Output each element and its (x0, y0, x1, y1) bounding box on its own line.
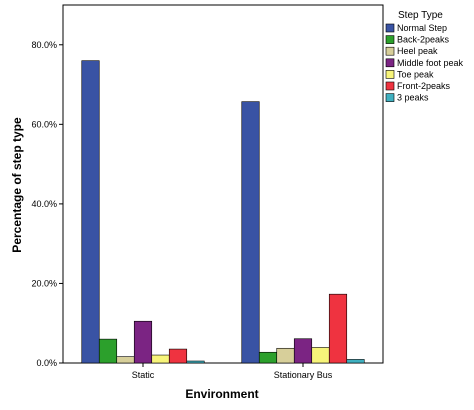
y-tick-label: 40.0% (31, 199, 57, 209)
legend-swatch (385, 23, 395, 33)
legend-label: Back-2peaks (397, 35, 450, 45)
legend-swatch (385, 58, 395, 68)
bar-front-2peaks-0 (168, 348, 188, 364)
legend-label: Normal Step (397, 23, 447, 33)
legend-swatch (385, 35, 395, 44)
legend-swatch (385, 70, 395, 79)
legend-label: Heel peak (397, 46, 438, 56)
bar-normal-step-1 (241, 101, 260, 364)
legend-swatch (385, 81, 395, 91)
legend-label: 3 peaks (397, 93, 429, 103)
legend-label: Middle foot peak (397, 58, 464, 68)
bar-heel-peak-1 (276, 347, 295, 364)
bar-3-peaks-0 (186, 360, 205, 364)
bar-front-2peaks-1 (328, 293, 348, 364)
bar-3-peaks-1 (346, 359, 365, 364)
bar-toe-peak-0 (151, 354, 170, 364)
y-tick-label: 80.0% (31, 40, 57, 50)
bar-heel-peak-0 (116, 356, 135, 364)
legend-title: Step Type (398, 10, 443, 21)
bar-middle-foot-peak-0 (133, 320, 153, 364)
legend-label: Front-2peaks (397, 81, 451, 91)
bar-toe-peak-1 (311, 347, 330, 364)
y-tick-label: 0.0% (36, 358, 57, 368)
y-axis-title: Percentage of step type (10, 117, 24, 253)
y-tick-label: 20.0% (31, 278, 57, 288)
x-tick-label: Stationary Bus (274, 370, 333, 380)
legend-swatch (385, 46, 395, 56)
bar-back-2peaks-0 (98, 338, 118, 364)
legend-label: Toe peak (397, 69, 434, 79)
x-axis-title: Environment (185, 387, 258, 401)
bar-middle-foot-peak-1 (293, 338, 313, 364)
bars-group (81, 60, 365, 364)
x-axis: Static Stationary Bus (132, 363, 333, 380)
y-axis: 0.0% 20.0% 40.0% 60.0% 80.0% (31, 40, 63, 368)
x-tick-label: Static (132, 370, 155, 380)
bar-back-2peaks-1 (258, 351, 278, 364)
bar-normal-step-0 (81, 60, 100, 364)
legend-swatch (385, 93, 395, 102)
y-tick-label: 60.0% (31, 119, 57, 129)
